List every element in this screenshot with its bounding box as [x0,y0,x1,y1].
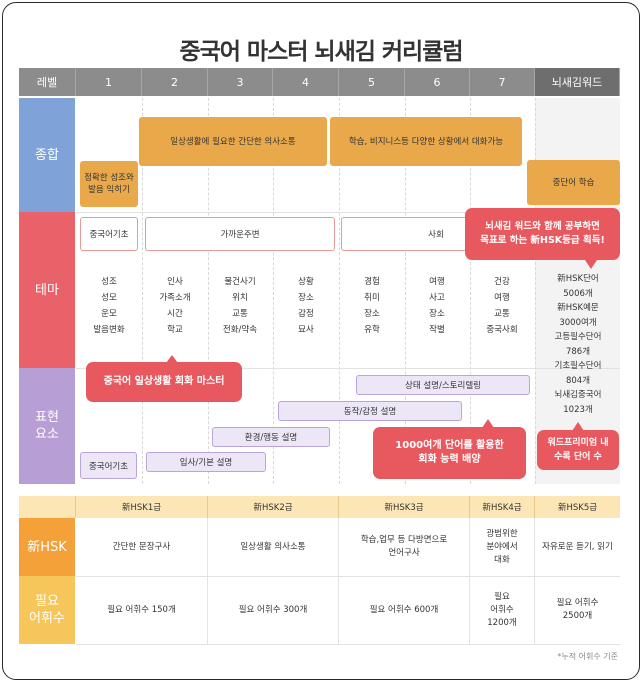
general-business-conversation: 학습, 비지니스등 다양한 상황에서 대화가능 [330,117,522,166]
grid-divider [339,98,340,484]
theme-words-4: 상황 장소 감정 묘사 [298,277,314,335]
grid-divider [470,98,471,484]
general-simple-conversation: 일상생활에 필요한 간단한 의사소통 [139,117,327,166]
expression-environment: 환경/행동 설명 [212,427,330,447]
expression-situation: 상태 설명/스토리텔링 [356,375,530,395]
grid-divider [273,98,274,484]
vocab-1: 필요 어휘수 150개 [76,576,208,644]
footnote: *누적 어휘수 기준 [557,652,618,661]
bubble-daily-master: 중국어 일상생활 회화 마스터 [86,362,242,402]
theme-nearby: 가까운주변 [145,217,335,251]
hsk-desc-3: 학습,업무 등 다방면으로 언어구사 [339,518,470,576]
table-divider [76,644,620,645]
bubble-tail [585,260,597,269]
general-intermediate-words: 중단어 학습 [527,160,620,205]
hsk-grade-2: 新HSK2급 [208,496,339,518]
expression-basic: 중국어기초 [80,452,137,479]
theme-words-7: 건강 여행 교통 중국사회 [486,277,518,335]
bubble-tail [166,355,178,363]
grid-divider [405,98,406,484]
theme-basic: 중국어기초 [80,217,138,251]
row-label-general: 종합 [19,98,75,212]
hsk-row-label: 新HSK [19,518,75,576]
hsk-grade-5: 新HSK5급 [535,496,620,518]
table-divider [76,576,620,577]
vocab-4: 필요 어휘수 1200개 [470,576,535,644]
grid-divider [76,212,620,213]
vocab-row-label: 필요 어휘수 [19,576,75,644]
header-level-4: 4 [273,68,339,96]
header-level-label: 레벨 [19,68,76,96]
theme-words-1: 성조 성모 운모 발음변화 [93,277,125,335]
header-level-6: 6 [405,68,470,96]
hsk-grade-3: 新HSK3급 [339,496,470,518]
theme-words-6: 여행 사고 장소 작별 [429,277,445,335]
vocab-3: 필요 어휘수 600개 [339,576,470,644]
hsk-desc-4: 광범위한 분야에서 대화 [470,518,535,576]
hsk-desc-5: 자유로운 듣기, 읽기 [542,541,613,552]
bubble-tail [572,422,584,431]
bubble-vocab-ability: 1000여개 단어를 활용한 회화 능력 배양 [373,427,526,479]
vocab-2: 필요 어휘수 300개 [208,576,339,644]
grid-divider [208,98,209,484]
hsk-grade-4: 新HSK4급 [470,496,535,518]
hsk-desc-2: 일상생활 의사소통 [208,518,339,576]
header-level-2: 2 [142,68,208,96]
hsk-desc-1: 간단한 문장구사 [76,518,208,576]
row-label-theme: 테마 [19,212,75,368]
bubble-word-premium: 워드프리미엄 내 수록 단어 수 [537,430,619,470]
hsk-header-blank [19,496,76,518]
page-title: 중국어 마스터 뇌새김 커리큘럼 [179,39,463,65]
hsk-grade-1: 新HSK1급 [76,496,208,518]
theme-words-3: 물건사기 위치 교통 전화/약속 [222,277,258,335]
grid-divider [76,368,620,369]
header-word: 뇌새김워드 [535,68,620,96]
row-label-expression: 표현 요소 [19,368,75,484]
vocab-5: 필요 어휘수 2500개 [556,598,599,621]
theme-words-2: 인사 가족소개 시간 학교 [159,277,191,335]
grid-divider [142,98,143,484]
header-level-5: 5 [339,68,405,96]
word-counts: 新HSK단어 5006개 新HSK예문 3000여개 고등필수단어 786개 기… [554,274,602,415]
bubble-hsk-goal: 뇌새김 워드와 함께 공부하면 목표로 하는 新HSK등급 획득! [465,208,620,260]
bubble-tail [482,419,494,428]
header-level-3: 3 [208,68,273,96]
expression-emotion: 동작/감정 설명 [278,401,462,421]
expression-intro: 입사/기본 설명 [146,452,266,472]
general-pronunciation: 정확한 성조와 발음 익히기 [80,161,138,207]
header-level-7: 7 [470,68,535,96]
grid-divider [535,98,536,484]
header-level-1: 1 [76,68,142,96]
theme-words-5: 경험 취미 장소 유학 [364,277,380,335]
